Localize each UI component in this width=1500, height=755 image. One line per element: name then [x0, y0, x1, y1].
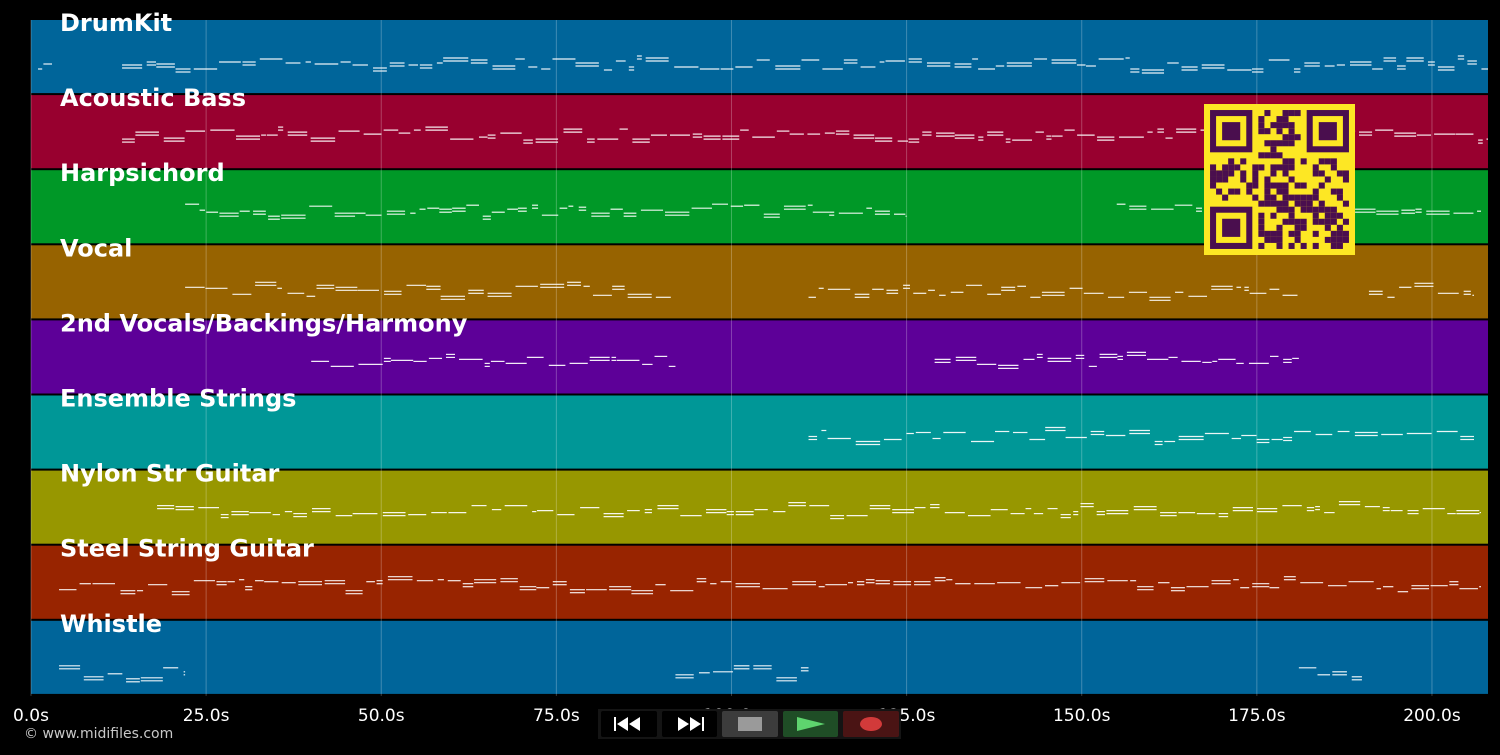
stop-button[interactable] [722, 711, 778, 737]
copyright-text: © www.midifiles.com [24, 726, 174, 742]
track-label: Nylon Str Guitar [60, 460, 280, 488]
track-lane [31, 320, 1488, 394]
track-label: DrumKit [60, 9, 172, 37]
record-icon [860, 717, 883, 731]
qr-code [1204, 104, 1355, 255]
note-group [185, 281, 1474, 301]
track-lane [31, 245, 1488, 319]
time-tick-label: 150.0s [1053, 706, 1111, 726]
note-group [185, 203, 1481, 220]
track-label: Ensemble Strings [60, 385, 296, 413]
note-group [38, 55, 1488, 74]
note-group [59, 665, 1362, 683]
stop-icon [737, 717, 762, 731]
time-tick-label: 175.0s [1228, 706, 1286, 726]
time-tick-label: 50.0s [358, 706, 405, 726]
track-label: Acoustic Bass [60, 84, 246, 112]
rewind-icon [613, 717, 640, 731]
track-label: Vocal [60, 234, 132, 262]
note-group [157, 501, 1481, 520]
time-tick-label: 200.0s [1403, 706, 1461, 726]
fast-forward-icon [678, 717, 705, 731]
note-group [808, 426, 1474, 446]
track-label: Steel String Guitar [60, 535, 314, 563]
track-lane [31, 395, 1488, 469]
record-button[interactable] [843, 711, 899, 737]
track-label: 2nd Vocals/Backings/Harmony [60, 309, 468, 337]
track-lane [31, 20, 1488, 94]
note-group [59, 576, 1481, 596]
rewind-button[interactable] [601, 711, 657, 737]
fast-forward-button[interactable] [661, 711, 718, 737]
note-group [311, 351, 1299, 369]
transport-controls [598, 709, 901, 739]
time-tick-label: 0.0s [13, 706, 49, 726]
track-label: Whistle [60, 610, 162, 638]
track-label: Harpsichord [60, 159, 225, 187]
play-icon [796, 717, 825, 731]
play-button[interactable] [782, 711, 839, 737]
time-tick-label: 75.0s [533, 706, 580, 726]
time-tick-label: 25.0s [183, 706, 230, 726]
track-lane [31, 620, 1488, 694]
